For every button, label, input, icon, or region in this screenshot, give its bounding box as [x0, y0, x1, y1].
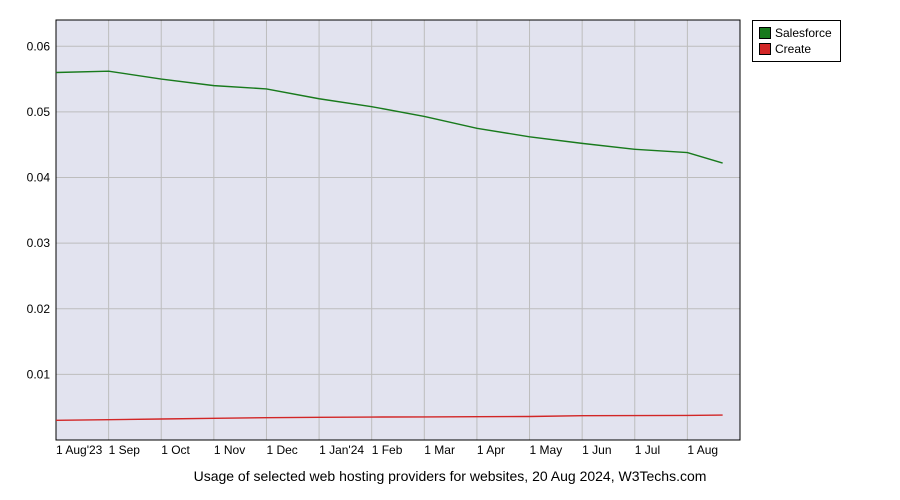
- chart-svg: 0.01 0.02 0.03 0.04 0.05 0.06 1 Aug'23 1 Sep 1 O…: [0, 0, 900, 500]
- x-tick-label: 1 Feb: [372, 443, 403, 457]
- caption-text: Usage of selected web hosting providers …: [100, 468, 800, 484]
- y-tick-label: 0.01: [27, 367, 51, 381]
- x-tick-label: 1 Sep: [109, 443, 141, 457]
- x-tick-label: 1 Aug: [687, 443, 718, 457]
- x-tick-label: 1 Nov: [214, 443, 245, 457]
- legend-item: Salesforce: [759, 25, 832, 41]
- legend-item: Create: [759, 41, 832, 57]
- x-tick-label: 1 Jul: [635, 443, 660, 457]
- legend-label: Salesforce: [775, 26, 832, 40]
- x-tick-label: 1 Apr: [477, 443, 505, 457]
- x-tick-label: 1 Dec: [266, 443, 297, 457]
- y-tick-label: 0.05: [27, 105, 51, 119]
- legend: Salesforce Create: [752, 20, 841, 62]
- legend-swatch: [759, 43, 771, 55]
- y-tick-label: 0.03: [27, 236, 51, 250]
- legend-label: Create: [775, 42, 811, 56]
- legend-swatch: [759, 27, 771, 39]
- x-tick-label: 1 Aug'23: [56, 443, 103, 457]
- y-tick-label: 0.02: [27, 302, 51, 316]
- x-tick-label: 1 Jun: [582, 443, 611, 457]
- x-tick-label: 1 Mar: [424, 443, 455, 457]
- y-tick-label: 0.06: [27, 39, 51, 53]
- chart-figure: 0.01 0.02 0.03 0.04 0.05 0.06 1 Aug'23 1 Sep 1 O…: [0, 0, 900, 500]
- y-tick-label: 0.04: [27, 171, 51, 185]
- x-tick-label: 1 Jan'24: [319, 443, 364, 457]
- x-tick-label: 1 May: [530, 443, 563, 457]
- x-tick-label: 1 Oct: [161, 443, 190, 457]
